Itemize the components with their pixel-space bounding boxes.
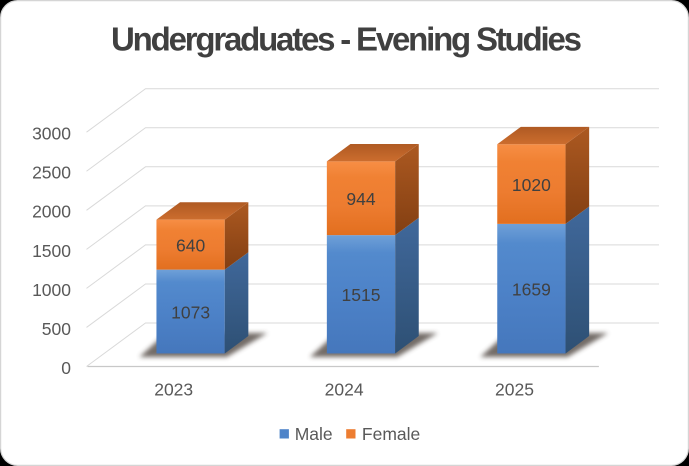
svg-text:1000: 1000 bbox=[32, 280, 71, 300]
svg-text:1020: 1020 bbox=[512, 175, 551, 195]
svg-text:640: 640 bbox=[176, 235, 205, 255]
svg-text:2023: 2023 bbox=[154, 379, 193, 399]
svg-text:944: 944 bbox=[346, 189, 375, 209]
svg-text:1073: 1073 bbox=[171, 302, 210, 322]
svg-text:1659: 1659 bbox=[512, 279, 551, 299]
svg-text:Male: Male bbox=[295, 424, 333, 444]
svg-text:Female: Female bbox=[362, 424, 420, 444]
svg-text:2500: 2500 bbox=[32, 163, 71, 183]
svg-text:2024: 2024 bbox=[325, 379, 364, 399]
svg-text:2000: 2000 bbox=[32, 202, 71, 222]
svg-text:3000: 3000 bbox=[32, 124, 71, 144]
svg-text:500: 500 bbox=[42, 319, 71, 339]
svg-text:Undergraduates - Evening Studi: Undergraduates - Evening Studies bbox=[111, 21, 581, 58]
svg-text:2025: 2025 bbox=[495, 379, 534, 399]
svg-text:1515: 1515 bbox=[342, 285, 381, 305]
svg-text:1500: 1500 bbox=[32, 241, 71, 261]
svg-text:0: 0 bbox=[61, 358, 71, 378]
